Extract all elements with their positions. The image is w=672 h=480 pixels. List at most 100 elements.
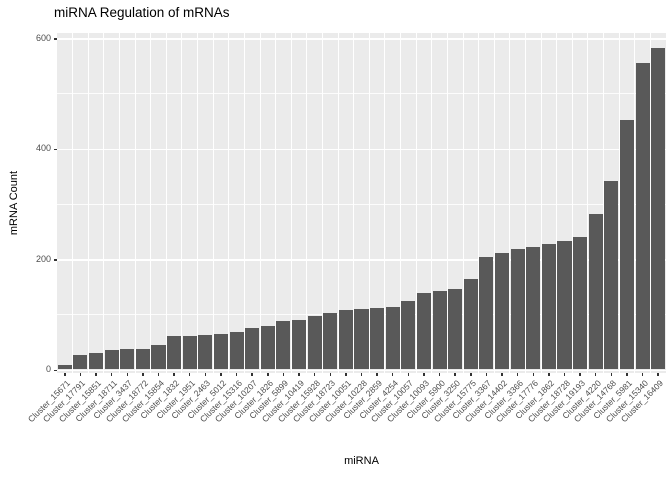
- vertical-gridline: [212, 33, 214, 373]
- x-axis-tick: [220, 373, 222, 376]
- vertical-gridline: [446, 33, 448, 373]
- x-axis-tick: [516, 373, 519, 376]
- y-tick-label: 400: [35, 143, 51, 153]
- bar: [463, 278, 478, 370]
- x-axis-tick: [594, 373, 597, 376]
- vertical-gridline: [118, 33, 120, 373]
- vertical-gridline: [415, 33, 417, 373]
- x-axis-tick: [485, 373, 488, 376]
- bar: [432, 291, 447, 370]
- bar: [276, 320, 291, 370]
- vertical-gridline: [306, 33, 308, 373]
- bar: [57, 365, 72, 370]
- bar: [416, 293, 431, 370]
- bar: [495, 252, 510, 370]
- vertical-gridline: [603, 33, 605, 373]
- vertical-gridline: [290, 33, 292, 373]
- vertical-gridline: [368, 33, 370, 373]
- bar: [213, 334, 228, 370]
- x-axis-tick: [407, 373, 410, 376]
- vertical-gridline: [618, 33, 620, 373]
- vertical-gridline: [649, 33, 651, 373]
- vertical-gridline: [509, 33, 511, 373]
- x-axis-tick: [251, 373, 253, 376]
- bar: [245, 327, 260, 370]
- vertical-gridline: [478, 33, 480, 373]
- bar: [635, 62, 650, 370]
- x-axis-tick: [610, 373, 613, 376]
- x-axis-tick: [438, 373, 441, 376]
- x-axis-tick: [298, 373, 300, 376]
- x-axis-tick: [376, 373, 378, 376]
- x-axis-tick: [157, 373, 160, 376]
- y-axis-tick: [54, 369, 57, 371]
- minor-gridline: [57, 203, 666, 205]
- vertical-gridline: [275, 33, 277, 373]
- bar: [588, 214, 603, 370]
- vertical-gridline: [634, 33, 636, 373]
- x-axis-tick: [235, 373, 238, 376]
- x-axis-tick: [563, 373, 566, 376]
- bar: [401, 300, 416, 370]
- bar: [479, 257, 494, 370]
- major-gridline: [57, 148, 666, 150]
- vertical-gridline: [87, 33, 89, 373]
- bar: [89, 352, 104, 370]
- x-axis-tick: [579, 373, 581, 376]
- bar: [307, 315, 322, 370]
- vertical-gridline: [587, 33, 589, 373]
- bar: [526, 246, 541, 370]
- vertical-gridline: [337, 33, 339, 373]
- x-axis-tick: [329, 373, 332, 376]
- vertical-gridline: [571, 33, 573, 373]
- plot-panel: [57, 33, 666, 373]
- x-axis-tick: [282, 373, 285, 376]
- bar: [104, 350, 119, 370]
- vertical-gridline: [72, 33, 74, 373]
- vertical-gridline: [353, 33, 355, 373]
- x-axis-tick: [95, 373, 97, 376]
- major-gridline: [57, 369, 666, 371]
- minor-gridline: [57, 93, 666, 95]
- x-axis-tick: [204, 373, 207, 376]
- y-axis-title: mRNA Count: [8, 170, 20, 236]
- x-axis-tick: [126, 373, 129, 376]
- x-axis-tick: [142, 373, 144, 376]
- vertical-gridline: [181, 33, 183, 373]
- bar: [448, 288, 463, 370]
- x-axis-tick: [110, 373, 113, 376]
- vertical-gridline: [556, 33, 558, 373]
- x-axis-tick: [532, 373, 535, 376]
- bar: [354, 308, 369, 370]
- bar: [370, 308, 385, 370]
- x-axis-tick: [548, 373, 550, 376]
- vertical-gridline: [462, 33, 464, 373]
- x-axis-tick: [470, 373, 472, 376]
- vertical-gridline: [228, 33, 230, 373]
- x-axis-tick: [313, 373, 316, 376]
- bar: [292, 319, 307, 370]
- x-axis-tick: [188, 373, 191, 376]
- bar: [541, 244, 556, 370]
- major-gridline: [57, 38, 666, 40]
- bar: [323, 312, 338, 370]
- vertical-gridline: [243, 33, 245, 373]
- x-axis-tick: [173, 373, 175, 376]
- vertical-gridline: [524, 33, 526, 373]
- bar: [229, 331, 244, 370]
- vertical-gridline: [321, 33, 323, 373]
- bar: [385, 307, 400, 370]
- major-gridline: [57, 259, 666, 261]
- vertical-gridline: [259, 33, 261, 373]
- x-axis-tick: [391, 373, 394, 376]
- vertical-gridline: [540, 33, 542, 373]
- vertical-gridline: [197, 33, 199, 373]
- x-axis-tick: [641, 373, 644, 376]
- bar: [198, 334, 213, 370]
- bar: [338, 309, 353, 370]
- x-axis-tick: [267, 373, 269, 376]
- y-axis-tick: [54, 259, 57, 261]
- bar: [167, 336, 182, 370]
- bar: [573, 236, 588, 370]
